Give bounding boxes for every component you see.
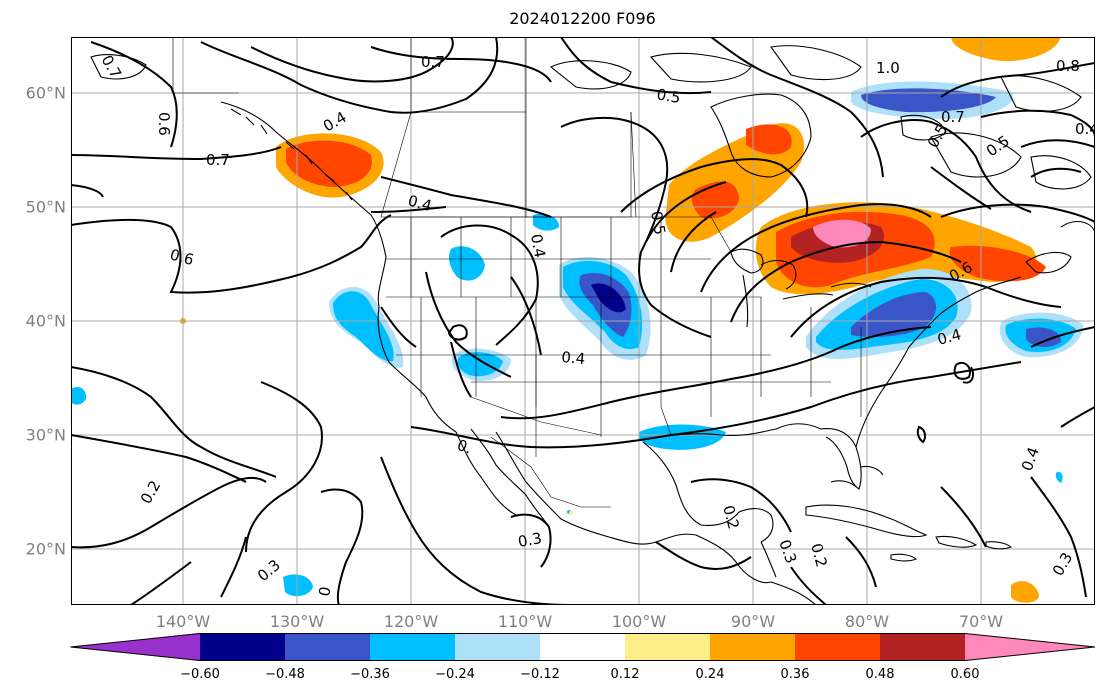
contour-label: 0.5: [647, 210, 669, 237]
colorbar-bin: [710, 633, 795, 661]
contour-label: 1.0: [876, 59, 900, 77]
lat-label-60n: 60°N: [25, 83, 66, 103]
contour-label: 0: [315, 585, 334, 598]
map-frame: [71, 37, 1095, 605]
colorbar-tick: 0.12: [610, 667, 640, 682]
shaded-fields: [71, 37, 1083, 603]
contour-label: 0.6: [155, 112, 173, 136]
colorbar-tick: 0.24: [695, 667, 725, 682]
contour-label: 0.7: [421, 53, 445, 71]
contour-label: 0.7: [941, 108, 965, 126]
colorbar-tick: 0.48: [865, 667, 895, 682]
lat-label-20n: 20°N: [25, 539, 66, 559]
contour-label: 0.7: [206, 151, 230, 169]
colorbar-bin: [880, 633, 965, 661]
lat-label-50n: 50°N: [25, 197, 66, 217]
lon-label-110w: 110°W: [497, 612, 553, 631]
colorbar-bin: [285, 633, 370, 661]
colorbar-bin: [540, 633, 625, 661]
map-panel: 0.7 0.6 0.4 0.7 0.5 0.7 0.4 0.6 0.5 0.4 …: [71, 37, 1095, 605]
colorbar: [70, 633, 1096, 661]
colorbar-tick: −0.60: [180, 667, 220, 682]
colorbar-extend-low: [70, 633, 200, 661]
colorbar-tick: −0.36: [350, 667, 390, 682]
colorbar-bin: [200, 633, 285, 661]
contour-label: 0.5: [655, 85, 682, 107]
lat-label-40n: 40°N: [25, 311, 66, 331]
lon-label-100w: 100°W: [611, 612, 667, 631]
contour-label: 0.2: [719, 503, 743, 531]
lon-label-120w: 120°W: [383, 612, 439, 631]
contour-label: 0.4: [527, 233, 549, 260]
lat-label-30n: 30°N: [25, 425, 66, 445]
contour-label: 0.3: [517, 529, 544, 551]
colorbar-tick: 0.60: [950, 667, 980, 682]
lon-label-140w: 140°W: [155, 612, 211, 631]
lon-label-90w: 90°W: [730, 612, 776, 631]
colorbar-extend-high: [965, 633, 1095, 661]
colorbar-bin: [795, 633, 880, 661]
colorbar-tick: −0.12: [520, 667, 560, 682]
coastlines: [90, 45, 1095, 605]
colorbar-tick: −0.24: [435, 667, 475, 682]
colorbar-bin: [625, 633, 710, 661]
colorbar-bin: [370, 633, 455, 661]
contour-label: 0.8: [1056, 57, 1080, 75]
contour-label: 0.4: [1075, 120, 1095, 138]
lon-label-130w: 130°W: [269, 612, 325, 631]
colorbar-bin: [455, 633, 540, 661]
political-borders: [172, 37, 862, 508]
contours: [71, 37, 1095, 605]
contour-label: 0.6: [168, 245, 196, 269]
colorbar-tick: 0.36: [780, 667, 810, 682]
contour-label: 0.4: [935, 325, 963, 349]
contour-label: 0.4: [561, 348, 586, 368]
lon-label-80w: 80°W: [844, 612, 890, 631]
lon-label-70w: 70°W: [958, 612, 1004, 631]
contour-label: 0.: [455, 436, 475, 458]
contour-label: 0.4: [406, 191, 434, 215]
contour-label: 0.2: [807, 541, 831, 569]
colorbar-tick: −0.48: [265, 667, 305, 682]
map-title: 2024012200 F096: [509, 9, 656, 28]
